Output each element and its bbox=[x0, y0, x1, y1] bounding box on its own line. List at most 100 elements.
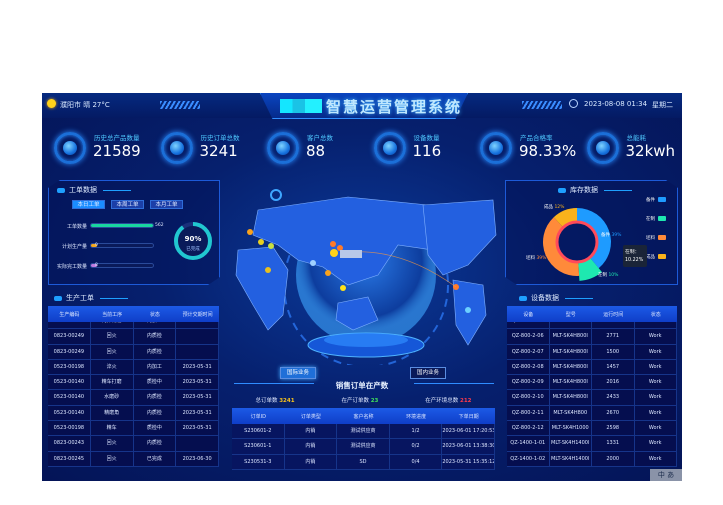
workorder-title-text: 工单数据 bbox=[69, 186, 97, 194]
table-row[interactable]: 0823-00249 回火 内质检 bbox=[48, 329, 219, 345]
production-title: 生产工单 bbox=[54, 293, 128, 303]
tab-month[interactable]: 本月工单 bbox=[150, 200, 183, 209]
table-cell bbox=[176, 436, 219, 451]
table-cell: MLT-SK4H800I bbox=[550, 344, 592, 359]
table-cell: 1/2 bbox=[390, 424, 443, 439]
column-header[interactable]: 下单日期 bbox=[458, 413, 479, 420]
table-body[interactable]: QZ-800-2-05MLT-SK4H800I2879WorkQZ-800-2-… bbox=[507, 314, 677, 467]
table-cell: 0523-00140 bbox=[48, 375, 91, 390]
column-header[interactable]: 状态 bbox=[149, 311, 160, 318]
stat-value: 3241 bbox=[279, 398, 295, 404]
tab-week[interactable]: 本周工单 bbox=[111, 200, 144, 209]
table-cell: 内销 bbox=[285, 439, 338, 454]
legend-label: 备件 bbox=[646, 196, 655, 203]
column-header[interactable]: 订单类型 bbox=[300, 413, 321, 420]
table-cell: 0523-00140 bbox=[48, 390, 91, 405]
kpi-card: 客户总数 88 bbox=[263, 125, 367, 171]
table-cell: 精磨角 bbox=[91, 405, 134, 421]
table-body[interactable]: S230601-2 内销 测试供应商 1/2 2023-06-01 17:20:53 S2… bbox=[232, 424, 495, 470]
legend-label: 坯料 bbox=[646, 234, 655, 241]
column-header[interactable]: 环境进度 bbox=[406, 413, 427, 420]
table-row[interactable]: 0523-00198 精车 质检中 2023-05-31 bbox=[48, 421, 219, 437]
column-header[interactable]: 客户名称 bbox=[353, 413, 374, 420]
kpi-orb-icon bbox=[267, 132, 299, 164]
table-cell: QZ-800-2-08 bbox=[507, 359, 550, 375]
ime-language: 中 bbox=[657, 471, 665, 479]
column-header[interactable]: 型号 bbox=[565, 311, 576, 318]
sales-stats: 总订单数 3241 在产订单数 23 在产环境总数 212 bbox=[232, 396, 495, 404]
legend-swatch[interactable] bbox=[658, 197, 666, 202]
column-header[interactable]: 设备 bbox=[523, 311, 534, 318]
progress-fill bbox=[91, 244, 97, 247]
table-cell: 0523-00198 bbox=[48, 359, 91, 375]
table-row[interactable]: QZ-800-2-08 MLT-SK4H800I 1457 Work bbox=[507, 359, 677, 376]
table-row[interactable]: QZ-800-2-12 MLT-SK4H1000 2598 Work bbox=[507, 421, 677, 437]
donut-slice[interactable] bbox=[577, 208, 611, 268]
table-row[interactable]: S230601-2 内销 测试供应商 1/2 2023-06-01 17:20:53 bbox=[232, 424, 495, 440]
stat-item: 在产订单数 23 bbox=[341, 396, 378, 404]
table-cell: S230601-2 bbox=[232, 424, 285, 439]
kpi-card: 历史总产品数量 21589 bbox=[50, 125, 154, 171]
bar-value: 562 bbox=[155, 223, 164, 228]
table-cell: Work bbox=[635, 405, 677, 421]
bar-label: 实际完工数量 bbox=[56, 264, 87, 270]
city: 濮阳市 bbox=[60, 101, 81, 109]
legend-swatch[interactable] bbox=[658, 254, 666, 259]
dashboard: 濮阳市 晴 27°C 智慧运营管理系统 2023-08-08 01:34 星期二… bbox=[42, 93, 682, 481]
table-row[interactable]: S230531-3 内销 SD 0/4 2023-05-31 15:35:12 bbox=[232, 454, 495, 470]
table-row[interactable]: 0823-00245 回火 已完成 2023-06-30 bbox=[48, 451, 219, 467]
table-row[interactable]: QZ-800-2-10 MLT-SK4H800I 2433 Work bbox=[507, 390, 677, 406]
table-cell: 淬火 bbox=[91, 359, 134, 375]
table-cell: 2023-06-30 bbox=[176, 451, 219, 466]
table-row[interactable]: 0523-00140 水磨砂 内质检 2023-05-31 bbox=[48, 390, 219, 406]
column-header[interactable]: 运行时间 bbox=[603, 311, 624, 318]
table-cell: Work bbox=[635, 436, 677, 451]
legend-swatch[interactable] bbox=[658, 216, 666, 221]
table-cell: 回火 bbox=[91, 436, 134, 451]
table-body[interactable]: 0823-00243内外精磨内加工2023-06-300823-00249回火内… bbox=[48, 314, 219, 467]
bar-value: 8 bbox=[95, 263, 98, 268]
legend-swatch[interactable] bbox=[658, 235, 666, 240]
intl-business-button[interactable]: 国际业务 bbox=[280, 367, 316, 379]
weather: 晴 bbox=[83, 101, 91, 109]
table-cell: 2670 bbox=[592, 405, 635, 421]
table-header: 生产编码 当前工序 状态 预计交期时间 bbox=[48, 306, 219, 322]
column-header[interactable]: 预计交期时间 bbox=[182, 311, 213, 318]
map-tooltip bbox=[340, 250, 362, 258]
donut-slice[interactable] bbox=[543, 217, 579, 276]
donut-slice[interactable] bbox=[578, 257, 602, 281]
table-row[interactable]: QZ-800-2-07 MLT-SK4H800I 1500 Work bbox=[507, 344, 677, 360]
table-row[interactable]: 0823-00249 回火 内质检 bbox=[48, 344, 219, 360]
table-row[interactable]: QZ-800-2-06 MLT-SK4H800I 2771 Work bbox=[507, 329, 677, 345]
table-row[interactable]: 0523-00140 精磨角 内质检 2023-05-31 bbox=[48, 405, 219, 422]
bar-value: 9 bbox=[95, 243, 98, 248]
slice-label: 成品 12% bbox=[544, 203, 565, 210]
bar-label: 计划生产量 bbox=[61, 244, 87, 250]
table-row[interactable]: QZ-1400-1-02 MLT-SK4H1400I 2000 Work bbox=[507, 451, 677, 467]
table-cell: 2023-05-31 bbox=[176, 421, 219, 436]
column-header[interactable]: 状态 bbox=[650, 311, 661, 318]
table-row[interactable]: QZ-1400-1-01 MLT-SK4H1400I 1331 Work bbox=[507, 436, 677, 452]
table-cell: 0/4 bbox=[390, 454, 443, 469]
column-header[interactable]: 生产编码 bbox=[59, 311, 80, 318]
column-header[interactable]: 订单ID bbox=[250, 413, 266, 420]
table-row[interactable]: QZ-800-2-09 MLT-SK4H800I 2016 Work bbox=[507, 375, 677, 391]
table-cell: Work bbox=[635, 390, 677, 405]
column-header[interactable]: 当前工序 bbox=[102, 311, 123, 318]
table-cell: 2016 bbox=[592, 375, 635, 390]
table-cell: 已完成 bbox=[134, 451, 177, 466]
kpi-orb-icon bbox=[480, 132, 512, 164]
stat-value: 23 bbox=[370, 398, 379, 404]
table-cell: S230601-1 bbox=[232, 439, 285, 454]
table-row[interactable]: 0823-00243 回火 内质检 bbox=[48, 436, 219, 452]
domestic-business-button[interactable]: 国内业务 bbox=[410, 367, 446, 379]
tab-today[interactable]: 本日工单 bbox=[72, 200, 105, 209]
ime-indicator[interactable]: 中 あ bbox=[650, 469, 682, 481]
bar-label: 工单数量 bbox=[66, 224, 87, 230]
table-row[interactable]: S230601-1 内销 测试供应商 0/2 2023-06-01 13:38:30 bbox=[232, 439, 495, 455]
sales-title: 销售订单在产数 bbox=[335, 381, 389, 390]
kpi-orb-icon bbox=[54, 132, 86, 164]
table-row[interactable]: 0523-00198 淬火 内加工 2023-05-31 bbox=[48, 359, 219, 376]
table-row[interactable]: QZ-800-2-11 MLT-SK4H800 2670 Work bbox=[507, 405, 677, 422]
table-row[interactable]: 0523-00140 精车打磨 质检中 2023-05-31 bbox=[48, 375, 219, 391]
